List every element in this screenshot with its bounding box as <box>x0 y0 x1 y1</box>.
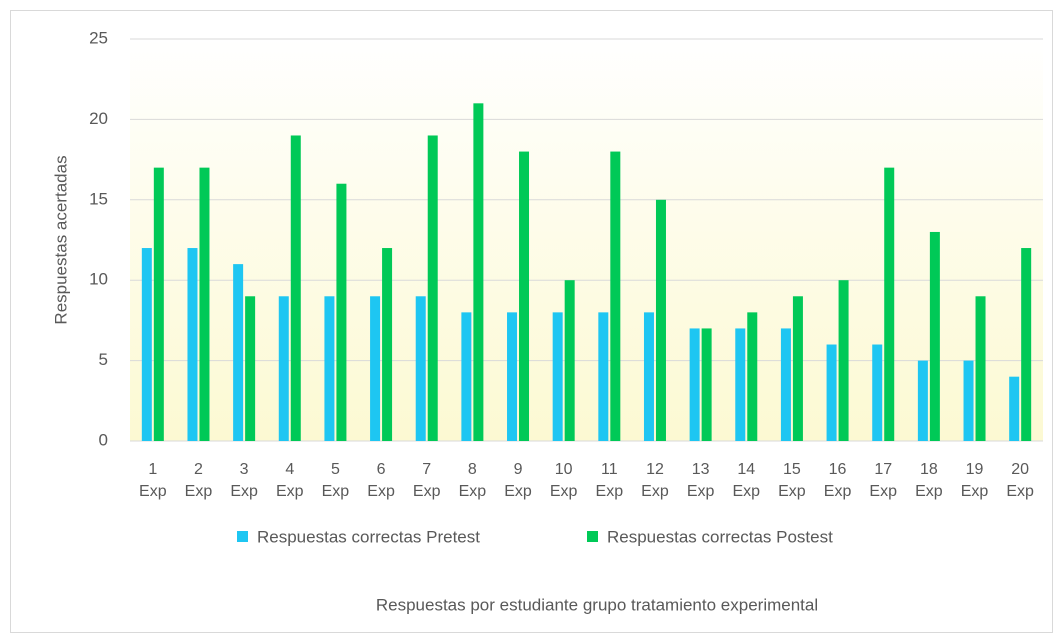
x-tick-label: 10 Exp <box>549 461 578 500</box>
x-tick-label: 17 Exp <box>869 461 897 500</box>
bar <box>427 135 438 442</box>
bar <box>689 328 700 441</box>
legend-swatch <box>237 531 248 542</box>
bar <box>290 135 301 442</box>
x-tick-label: 14 Exp <box>732 461 761 500</box>
y-tick-label: 10 <box>89 270 108 289</box>
bar <box>336 183 347 441</box>
bar <box>655 199 666 441</box>
bar <box>929 231 940 441</box>
bar <box>245 296 256 441</box>
bar <box>507 312 518 441</box>
y-tick-label: 15 <box>89 189 108 208</box>
x-tick-label: 2 Exp <box>184 461 213 500</box>
x-tick-label: 11 Exp <box>595 461 624 500</box>
bar <box>370 296 381 441</box>
x-tick-label: 20 Exp <box>1006 461 1034 500</box>
x-axis-label: Respuestas por estudiante grupo tratamie… <box>376 595 818 614</box>
x-tick-label: 8 Exp <box>458 461 487 500</box>
bar <box>415 296 426 441</box>
bar <box>473 103 484 441</box>
bar <box>199 167 210 441</box>
y-tick-label: 0 <box>99 430 108 449</box>
bar <box>780 328 791 441</box>
x-tick-label: 13 Exp <box>686 461 715 500</box>
bar <box>552 312 563 441</box>
x-tick-label: 12 Exp <box>641 461 669 500</box>
y-tick-label: 5 <box>99 350 108 369</box>
bar <box>564 280 575 441</box>
bar <box>1021 248 1032 441</box>
bar <box>701 328 712 441</box>
bar <box>233 264 244 441</box>
x-tick-label: 1 Exp <box>139 461 167 500</box>
x-tick-label: 19 Exp <box>960 461 989 500</box>
bar <box>1009 376 1020 441</box>
bar <box>324 296 335 441</box>
bar <box>643 312 654 441</box>
bar <box>838 280 849 441</box>
legend-label: Respuestas correctas Pretest <box>257 527 480 546</box>
bar <box>187 248 198 441</box>
bar <box>747 312 758 441</box>
bar <box>141 248 152 441</box>
bar <box>735 328 746 441</box>
bar <box>792 296 803 441</box>
bar <box>153 167 164 441</box>
bar <box>917 360 928 441</box>
bar <box>610 151 621 441</box>
bar <box>826 344 837 441</box>
x-tick-label: 5 Exp <box>321 461 350 500</box>
bar <box>872 344 883 441</box>
bar <box>884 167 895 441</box>
bar <box>598 312 609 441</box>
bar <box>278 296 289 441</box>
x-tick-label: 18 Exp <box>915 461 943 500</box>
x-tick-label: 6 Exp <box>367 461 395 500</box>
y-axis-label: Respuestas acertadas <box>51 155 70 324</box>
y-tick-label: 20 <box>89 109 108 128</box>
legend-label: Respuestas correctas Postest <box>607 527 833 546</box>
bar <box>519 151 530 441</box>
bar <box>461 312 472 441</box>
x-tick-label: 3 Exp <box>230 461 258 500</box>
x-tick-label: 9 Exp <box>504 461 532 500</box>
legend-swatch <box>587 531 598 542</box>
x-tick-label: 15 Exp <box>778 461 806 500</box>
x-tick-label: 7 Exp <box>412 461 441 500</box>
bar <box>382 248 393 441</box>
bar <box>963 360 974 441</box>
plot-background <box>130 39 1043 441</box>
y-tick-label: 25 <box>89 28 108 47</box>
x-tick-label: 16 Exp <box>823 461 852 500</box>
x-tick-label: 4 Exp <box>275 461 304 500</box>
bar <box>975 296 986 441</box>
